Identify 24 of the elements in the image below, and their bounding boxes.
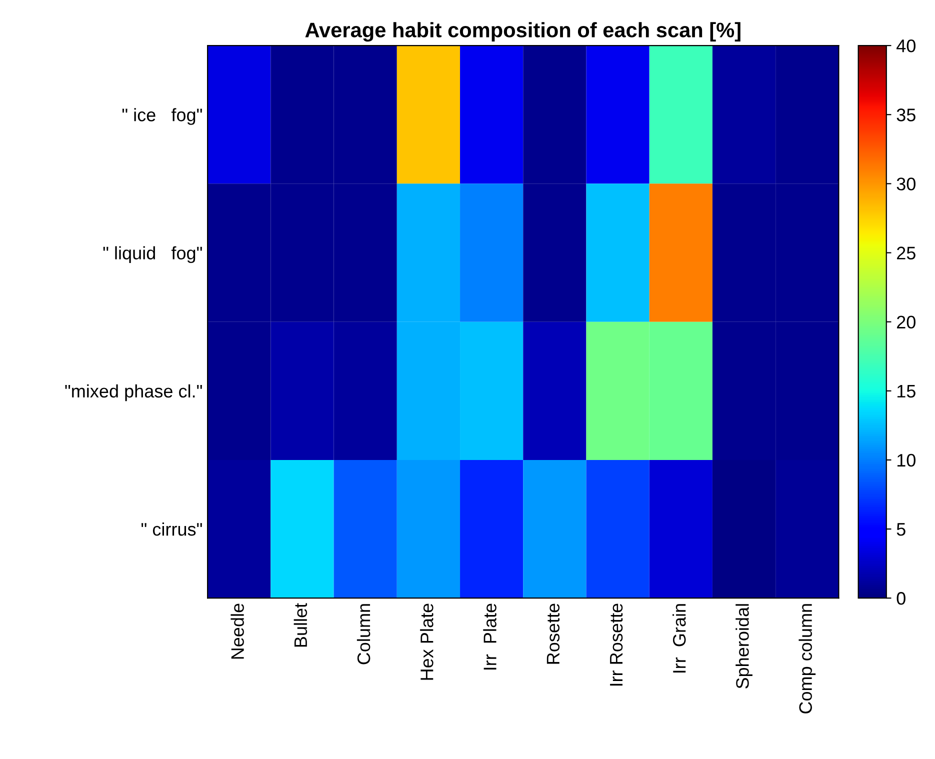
color-bar-label: 30 [896,178,916,190]
color-bar-label: 0 [896,592,906,605]
x-tick-label: Column [356,604,370,664]
color-bar-label: 35 [896,108,916,122]
x-tick-label: Spheroidal [736,604,752,688]
color-bar-label: 20 [897,316,916,329]
y-tick-label: "mixed phase cl." [65,384,202,402]
color-bar-label: 25 [897,246,916,260]
color-bar-label: 10 [897,454,916,467]
x-tick-label: Irr Grain [672,604,686,673]
x-tick-label: Comp column [798,604,816,714]
color-bar-label: 15 [897,385,916,398]
x-tick-label: Hex Plate [420,604,434,680]
color-bar-label: 40 [896,39,916,52]
x-tick-label: Bullet [294,603,308,647]
y-tick-label: " ice fog" [122,108,202,125]
y-tick-label: " cirrus" [142,522,202,536]
x-tick-label: Irr Rosette [610,604,623,686]
x-tick-label: Needle [230,604,244,659]
y-tick-label: " liquid fog" [103,246,202,264]
x-tick-label: Irr Plate [483,604,496,670]
x-tick-label: Rosette [546,604,560,664]
color-bar-label: 5 [896,523,906,536]
chart-title: Average habit composition of each scan [%] [305,22,740,42]
